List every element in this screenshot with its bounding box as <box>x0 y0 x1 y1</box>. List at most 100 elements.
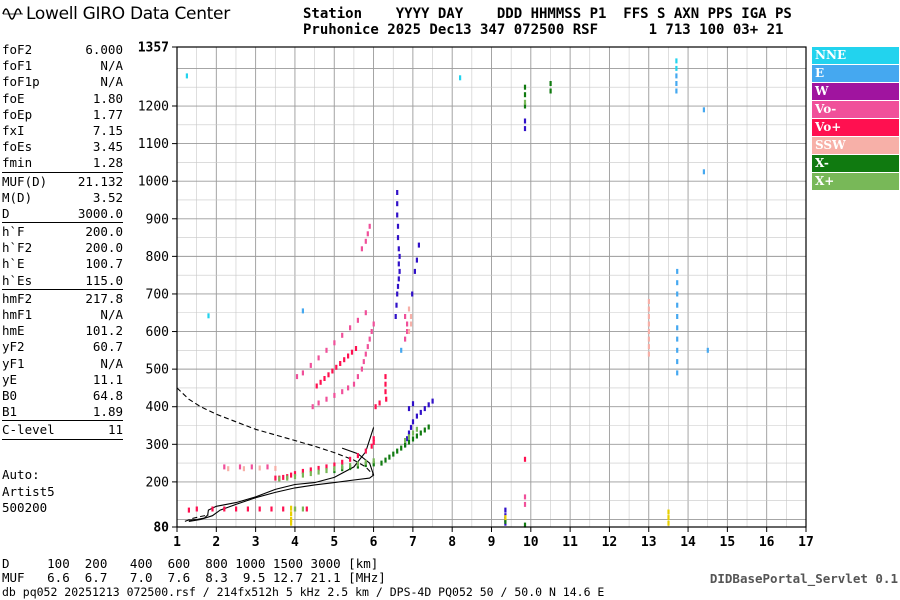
legend-item: E <box>812 65 899 82</box>
echo-point-vo <box>195 506 198 512</box>
echo-point-vo <box>364 310 367 316</box>
echo-point-vo <box>333 462 336 468</box>
echo-point-x <box>364 459 367 465</box>
echo-point-x <box>286 475 289 481</box>
echo-point-w <box>417 242 420 248</box>
echo-point-vo <box>258 506 261 512</box>
echo-point-x <box>411 430 415 436</box>
echo-point-x <box>388 454 391 460</box>
echo-point-vo <box>323 376 326 381</box>
echo-point-vo <box>368 223 371 229</box>
param-label: MUF(D) <box>2 173 48 189</box>
echo-point-vo <box>360 246 363 252</box>
echo-point-x <box>523 99 527 105</box>
x-tick-label: 5 <box>330 535 338 550</box>
param-value: 115.0 <box>85 272 123 288</box>
trace-model-o <box>188 427 375 521</box>
param-separator <box>2 171 123 173</box>
echo-point-es <box>290 520 293 526</box>
echo-point-vo <box>384 374 387 380</box>
echo-point-x <box>392 451 395 457</box>
echo-point-vo <box>325 347 328 353</box>
echo-point-x <box>411 436 415 442</box>
echo-point-vo <box>223 464 226 470</box>
auto-version: 500200 <box>2 500 48 515</box>
echo-point-vo <box>333 340 336 346</box>
x-tick-label: 17 <box>798 535 814 550</box>
echo-point-vo <box>360 366 363 372</box>
echo-point-vo <box>356 317 359 323</box>
echo-point-w <box>394 314 397 319</box>
echo-point-ssw <box>647 336 650 342</box>
echo-point-x <box>549 81 552 86</box>
echo-point-x <box>523 103 527 109</box>
param-value: 3.52 <box>92 189 123 205</box>
echo-point-vo <box>347 385 350 391</box>
echo-point-e <box>676 291 679 297</box>
echo-point-w <box>431 398 434 404</box>
echo-point-e <box>675 88 678 94</box>
y-tick-label: 400 <box>146 400 169 415</box>
x-tick-label: 9 <box>488 535 496 550</box>
echo-point-vo <box>327 372 330 378</box>
y-tick-label: 600 <box>146 325 169 340</box>
echo-point-e <box>676 359 679 365</box>
echo-point-vo <box>384 381 387 387</box>
legend-item: X- <box>812 155 899 172</box>
trace-profile <box>176 387 374 476</box>
echo-point-w <box>406 436 409 442</box>
echo-point-ssw <box>227 466 230 472</box>
echo-point-x <box>504 518 507 524</box>
param-row: h`F 200.0 <box>2 224 123 240</box>
echo-point-vo <box>364 448 367 454</box>
x-tick-label: 4 <box>291 535 299 550</box>
header-line-2: Pruhonice 2025 Dec13 347 072500 RSF 1 71… <box>303 22 784 38</box>
echo-point-x <box>423 427 426 433</box>
y-tick-label: 1357 <box>138 41 169 56</box>
echo-point-vo <box>305 506 308 512</box>
y-tick-label: 1200 <box>138 100 169 115</box>
echo-point-vo <box>366 344 369 350</box>
x-tick-label: 1 <box>173 535 181 550</box>
echo-point-vo <box>223 506 226 512</box>
param-value: N/A <box>100 307 123 322</box>
param-row: B1 1.89 <box>2 404 123 420</box>
param-label: foF1 <box>2 58 33 74</box>
echo-point-x <box>293 474 297 480</box>
echo-point-es <box>504 515 507 521</box>
param-value: N/A <box>100 355 123 371</box>
echo-point-vo <box>335 364 338 370</box>
echo-point-ssw <box>647 306 650 312</box>
param-label: yF1 <box>2 355 25 371</box>
echo-point-ssw <box>409 321 413 327</box>
echo-point-ssw <box>274 465 277 471</box>
legend-item: X+ <box>812 173 899 190</box>
echo-point-x <box>372 458 375 464</box>
echo-point-vo <box>372 321 375 327</box>
echo-point-vo <box>370 329 373 334</box>
x-tick-label: 15 <box>720 535 736 550</box>
param-row: foF1 N/A <box>2 58 123 74</box>
param-row: h`Es 115.0 <box>2 273 123 289</box>
param-row: D 3000.0 <box>2 206 123 222</box>
param-row: yF2 60.7 <box>2 339 123 355</box>
echo-point-vo <box>317 355 320 361</box>
echo-point-vo <box>293 471 297 477</box>
param-value: 3.45 <box>92 139 123 155</box>
param-row: foEp 1.77 <box>2 107 123 123</box>
echo-point-x <box>317 469 320 475</box>
echo-point-x <box>419 430 422 436</box>
echo-point-x <box>349 462 352 468</box>
echo-point-w <box>523 118 527 124</box>
param-value: 64.8 <box>92 387 123 403</box>
distance-row: D 100 200 400 600 800 1000 1500 3000 [km… <box>2 556 379 571</box>
echo-point-w <box>397 246 400 252</box>
param-label: D <box>2 205 10 221</box>
y-tick-label: 500 <box>146 363 169 378</box>
param-label: foF2 <box>2 42 33 57</box>
y-tick-label: 200 <box>146 475 169 490</box>
param-row: MUF(D) 21.132 <box>2 174 123 190</box>
echo-point-x <box>293 506 297 512</box>
x-tick-label: 7 <box>409 535 417 550</box>
echo-point-vo <box>295 374 299 380</box>
